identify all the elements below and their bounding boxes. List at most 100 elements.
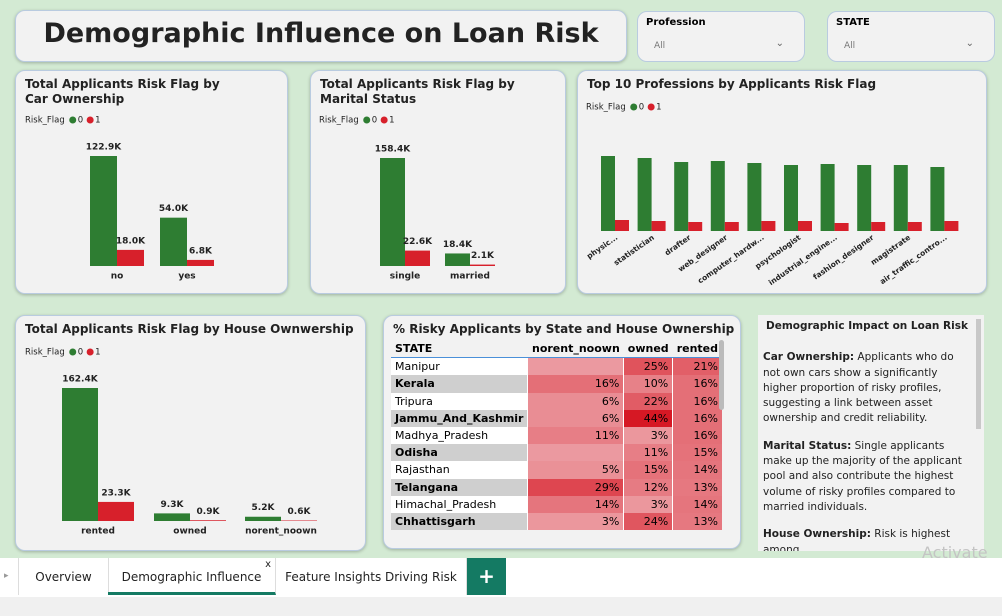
table-row: Himachal_Pradesh 14% 3% 14%: [391, 495, 722, 513]
value-cell: 14%: [672, 495, 722, 513]
chart-title: Total Applicants Risk Flag by Marital St…: [320, 77, 515, 106]
scrollbar[interactable]: [719, 340, 724, 410]
table-row: Odisha 11% 15%: [391, 444, 722, 462]
value-cell: 13%: [672, 512, 722, 531]
tab-close[interactable]: x: [265, 559, 271, 570]
value-cell: 44%: [623, 409, 673, 427]
value-cell: 12%: [623, 478, 673, 496]
x-tick-label: married: [450, 272, 490, 282]
filter[interactable]: STATE All ⌄: [827, 11, 995, 62]
table-row: Tripura 6% 22% 16%: [391, 392, 722, 410]
state-cell: Himachal_Pradesh: [391, 495, 528, 513]
insight-paragraph: Marital Status: Single applicants make u…: [763, 439, 970, 515]
value-cell: 14%: [527, 495, 624, 513]
table-row: Jammu_And_Kashmir 6% 44% 16%: [391, 409, 722, 427]
value-cell: 11%: [527, 426, 624, 445]
data-label: 0.9K: [197, 507, 221, 517]
bar: [798, 221, 812, 231]
value-cell: 13%: [672, 478, 722, 496]
insight-heading: Marital Status:: [763, 439, 852, 452]
legend-swatch: [69, 348, 77, 356]
tab[interactable]: Feature Insights Driving Risk: [276, 558, 467, 595]
insight-paragraph: Car Ownership: Applicants who do not own…: [763, 350, 970, 426]
legend-title: Risk_Flag: [319, 116, 359, 126]
x-tick-label: industrial_engine...: [767, 233, 839, 287]
title-card: Demographic Influence on Loan Risk: [15, 10, 627, 62]
table-row: Chhattisgarh 3% 24% 13%: [391, 512, 722, 531]
table-row: Rajasthan 5% 15% 14%: [391, 461, 722, 479]
bar: [190, 520, 226, 521]
filter-label: Profession: [646, 17, 706, 28]
data-label: 122.9K: [86, 143, 122, 153]
bar: [245, 516, 281, 521]
bar: [747, 163, 762, 231]
bar: [834, 223, 849, 231]
data-label: 18.4K: [443, 240, 473, 250]
insights-title: Demographic Impact on Loan Risk: [766, 320, 968, 332]
legend-label: 1: [95, 348, 100, 358]
legend-swatch: [380, 116, 388, 124]
value-cell: 10%: [623, 375, 673, 393]
state-cell: Manipur: [391, 357, 528, 376]
x-tick-label: norent_noown: [245, 527, 317, 537]
bar: [710, 161, 725, 231]
scrollbar[interactable]: [976, 319, 981, 429]
tab[interactable]: Demographic Influence x: [108, 558, 276, 595]
bar: [160, 217, 187, 266]
bar: [688, 222, 703, 231]
state-cell: Odisha: [391, 444, 528, 462]
legend-swatch: [363, 116, 371, 124]
page-title: Demographic Influence on Loan Risk: [43, 18, 599, 49]
bar: [405, 250, 430, 266]
value-cell: 6%: [527, 392, 624, 410]
bar: [724, 222, 739, 231]
insights-panel: Demographic Impact on Loan Risk Car Owne…: [758, 315, 984, 551]
table: STATE norent_noown owned rented Manipur 25% 21…: [391, 340, 722, 531]
bar: [944, 221, 959, 231]
chart: Risk_Flag 0 1 162.4K 23.3K rented 9.3K 0.9K owne…: [25, 348, 317, 537]
x-tick-label: drafter: [663, 233, 693, 258]
insights-body: Car Ownership: Applicants who do not own…: [763, 350, 970, 551]
insight-heading: House Ownership:: [763, 528, 871, 541]
filter-value: All: [844, 41, 856, 51]
tab[interactable]: Overview: [18, 558, 109, 595]
value-cell: 29%: [527, 478, 624, 496]
data-label: 162.4K: [62, 375, 98, 385]
insight-heading: Car Ownership:: [763, 351, 855, 364]
chart-title: Total Applicants Risk Flag by House Ownw…: [25, 322, 354, 336]
column-header: STATE: [391, 340, 528, 359]
chart-card: Total Applicants Risk Flag by Car Owners…: [15, 70, 288, 294]
legend-swatch: [647, 103, 655, 111]
legend-label: 1: [95, 116, 100, 126]
value-cell: 16%: [672, 426, 722, 445]
legend-title: Risk_Flag: [586, 103, 626, 113]
tab-label: Demographic Influence: [121, 570, 262, 584]
table-title: % Risky Applicants by State and House Ow…: [393, 322, 735, 336]
value-cell: 3%: [623, 495, 673, 513]
x-tick-label: air_traffic_contro...: [878, 233, 949, 286]
value-cell: 21%: [672, 357, 722, 376]
filter[interactable]: Profession All ⌄: [637, 11, 805, 62]
bar: [907, 222, 922, 231]
value-cell: 16%: [672, 375, 722, 393]
data-label: 9.3K: [161, 500, 185, 510]
chart-title: Total Applicants Risk Flag by Car Owners…: [25, 77, 220, 106]
state-cell: Madhya_Pradesh: [391, 426, 528, 445]
legend-label: 0: [78, 116, 83, 126]
table-row: Madhya_Pradesh 11% 3% 16%: [391, 426, 722, 445]
data-label: 23.3K: [101, 488, 131, 498]
value-cell: 5%: [527, 461, 624, 479]
chart-card: Top 10 Professions by Applicants Risk Fl…: [577, 70, 987, 294]
value-cell: 24%: [623, 512, 673, 531]
insight-text: Single applicants make up the majority o…: [763, 439, 962, 513]
data-label: 5.2K: [252, 503, 276, 513]
x-tick-label: yes: [178, 272, 195, 282]
bar: [820, 164, 835, 231]
scroll-arrow[interactable]: ▸: [4, 571, 9, 581]
bar: [637, 158, 652, 231]
table-row: Manipur 25% 21%: [391, 357, 722, 376]
column-header: owned: [623, 340, 673, 359]
add-tab[interactable]: +: [467, 558, 506, 595]
